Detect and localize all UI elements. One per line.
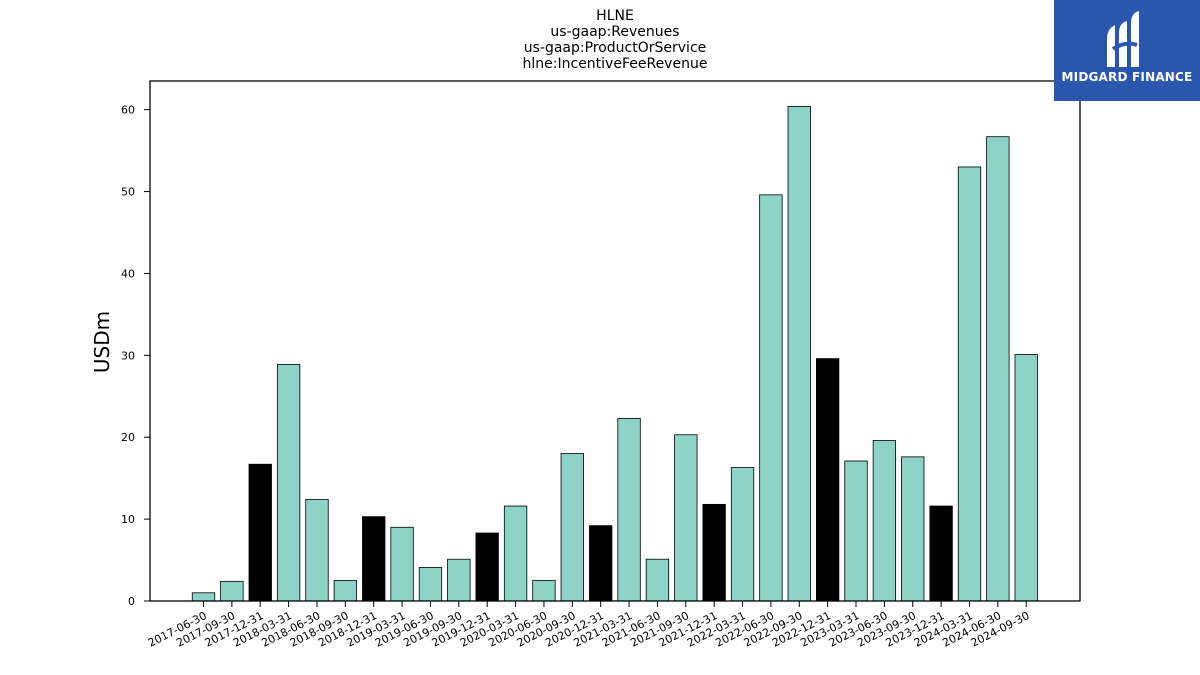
plot-frame (149, 80, 1081, 602)
y-tick-label: 60 (121, 104, 135, 117)
logo-text: MIDGARD FINANCE (1061, 70, 1193, 84)
bar (362, 516, 386, 602)
bar (730, 467, 755, 602)
y-axis: 0 10 20 30 40 50 60 (121, 104, 150, 608)
y-tick-label: 30 (121, 349, 135, 362)
y-tick-label: 40 (121, 267, 135, 280)
bar (220, 580, 244, 602)
y-axis-label: USDm (90, 311, 114, 373)
bar (617, 417, 641, 602)
y-tick-label: 20 (121, 431, 135, 444)
bar (447, 558, 471, 602)
bar (390, 526, 414, 602)
bar (475, 532, 499, 602)
title-line: hlne:IncentiveFeeRevenue (523, 56, 708, 72)
bar (1014, 354, 1038, 602)
bar (872, 440, 897, 602)
bars (191, 105, 1038, 602)
bar (986, 136, 1010, 602)
bar (276, 363, 301, 602)
bar (333, 580, 358, 602)
title-line: us-gaap:ProductOrService (524, 40, 707, 56)
bar (844, 460, 868, 602)
bar (957, 166, 982, 602)
bar (589, 525, 613, 602)
title-line: HLNE (596, 8, 634, 24)
logo-mark-icon (1107, 11, 1139, 67)
bar (248, 463, 272, 602)
bar (418, 567, 443, 602)
x-axis: 2017-06-302017-09-302017-12-312018-03-31… (146, 601, 1032, 650)
y-tick-label: 50 (121, 186, 135, 199)
bar (702, 503, 726, 602)
bar (532, 580, 556, 602)
title-line: us-gaap:Revenues (550, 24, 679, 40)
bar (191, 592, 216, 602)
bar (901, 456, 925, 602)
midgard-finance-logo: MIDGARD FINANCE (1054, 0, 1200, 101)
bar (759, 194, 783, 602)
y-tick-label: 0 (128, 595, 135, 608)
bar (674, 434, 698, 602)
bar (815, 358, 840, 602)
bar (560, 453, 584, 602)
bar (305, 499, 329, 602)
chart-title: HLNEus-gaap:Revenuesus-gaap:ProductOrSer… (523, 8, 708, 72)
bar (645, 558, 670, 602)
y-tick-label: 10 (121, 513, 135, 526)
bar (503, 505, 528, 602)
bar (929, 505, 953, 602)
bar (787, 105, 811, 602)
